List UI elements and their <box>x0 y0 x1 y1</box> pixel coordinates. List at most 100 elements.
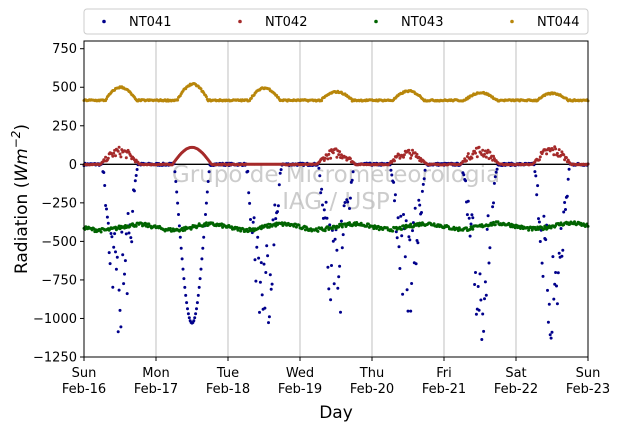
data-point <box>134 224 138 228</box>
data-point <box>551 255 555 259</box>
data-point <box>117 288 121 292</box>
data-point <box>486 214 490 218</box>
legend-label: NT044 <box>537 15 579 30</box>
data-point <box>177 224 181 228</box>
data-point <box>418 203 422 207</box>
data-point <box>488 150 492 154</box>
y-axis-label-unit: Wm <box>12 148 32 181</box>
data-point <box>329 156 333 160</box>
data-point <box>205 190 209 194</box>
y-tick-label: 0 <box>69 158 77 173</box>
data-point <box>124 156 128 160</box>
data-point <box>391 229 395 233</box>
data-point <box>173 170 177 174</box>
data-point <box>113 232 117 236</box>
data-point <box>196 293 200 297</box>
data-point <box>117 145 121 149</box>
data-point <box>561 248 565 252</box>
data-point <box>318 174 322 178</box>
data-point <box>407 148 411 152</box>
data-point <box>267 321 270 325</box>
data-point <box>406 309 410 313</box>
data-point <box>114 250 117 254</box>
data-point <box>402 213 405 216</box>
data-point <box>249 218 252 221</box>
watermark: Grupo de Micrometeorologia IAG / USP <box>172 162 500 215</box>
data-point <box>265 244 269 248</box>
data-point <box>536 184 540 188</box>
data-point <box>274 217 278 221</box>
data-point <box>557 148 561 152</box>
data-point <box>323 229 327 233</box>
data-point <box>348 221 351 225</box>
data-point <box>493 223 497 227</box>
data-point <box>252 216 256 220</box>
data-point <box>266 254 270 258</box>
data-point <box>409 309 413 313</box>
data-point <box>470 213 474 217</box>
data-point <box>465 159 468 163</box>
data-point <box>565 194 569 198</box>
data-point <box>488 246 492 250</box>
data-point <box>124 232 128 236</box>
data-point <box>330 264 333 267</box>
data-point <box>492 220 495 224</box>
data-point <box>401 292 405 296</box>
data-point <box>277 183 281 187</box>
data-point <box>409 156 413 160</box>
data-point <box>106 221 110 225</box>
data-point <box>475 155 479 159</box>
data-point <box>338 150 342 154</box>
data-point <box>478 272 482 276</box>
series-NT043 <box>82 220 590 234</box>
data-point <box>537 220 541 224</box>
data-point <box>468 234 472 238</box>
data-point <box>555 284 558 288</box>
data-point <box>465 226 468 230</box>
x-tick-label-date: Feb-17 <box>134 382 178 397</box>
data-point <box>204 213 207 216</box>
data-point <box>263 306 267 310</box>
data-point <box>241 227 245 231</box>
data-point <box>327 287 331 291</box>
data-point <box>479 298 483 302</box>
data-point <box>110 235 114 239</box>
data-point <box>471 227 475 231</box>
data-point <box>326 157 330 161</box>
data-point <box>182 277 186 281</box>
data-point <box>147 222 151 226</box>
data-point <box>393 199 396 203</box>
y-tick-label: −250 <box>41 196 77 211</box>
legend-marker <box>374 19 378 24</box>
data-point <box>248 201 252 205</box>
data-point <box>204 221 208 225</box>
data-point <box>399 214 403 218</box>
data-point <box>420 189 424 193</box>
data-point <box>204 201 208 205</box>
data-point <box>477 308 481 312</box>
data-point <box>550 330 554 334</box>
x-tick-label-day: Sun <box>72 366 97 381</box>
data-point <box>474 312 478 316</box>
grid <box>155 41 517 357</box>
data-point <box>535 193 539 197</box>
data-point <box>195 301 199 305</box>
x-tick-label-date: Feb-16 <box>62 382 106 397</box>
data-point <box>538 240 542 243</box>
x-tick-label-date: Feb-21 <box>422 382 466 397</box>
data-point <box>105 207 108 211</box>
plot-frame <box>83 40 589 358</box>
series-NT042 <box>82 145 590 167</box>
data-point <box>246 169 250 173</box>
data-point <box>186 312 190 316</box>
data-point <box>271 218 275 222</box>
data-point <box>468 227 472 231</box>
data-point <box>118 308 122 312</box>
data-point <box>276 210 279 214</box>
data-point <box>199 87 203 91</box>
data-point <box>341 233 345 237</box>
data-point <box>492 181 496 185</box>
data-point <box>270 282 274 286</box>
data-point <box>194 312 198 316</box>
data-point <box>183 285 187 289</box>
